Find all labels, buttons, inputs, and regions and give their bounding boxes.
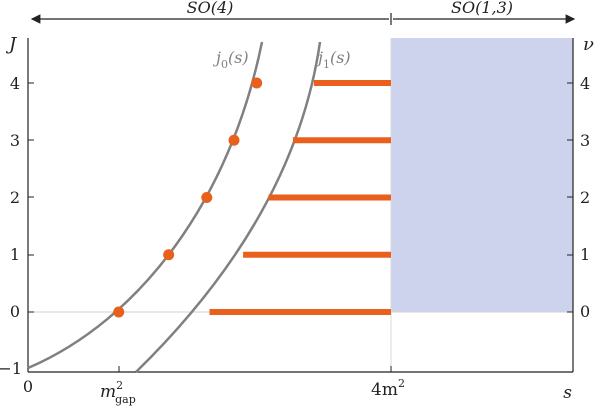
tick-label-2: 2 bbox=[10, 188, 20, 207]
x-tick-4m2: 4m2 bbox=[371, 377, 405, 400]
spectrum-dot-J4 bbox=[251, 77, 263, 89]
right-tick-label-2: 2 bbox=[580, 188, 590, 207]
right-tick-label-4: 4 bbox=[580, 74, 590, 93]
right-ticks bbox=[567, 82, 573, 313]
tick-label-4: 4 bbox=[10, 74, 20, 93]
left-ticks bbox=[28, 82, 34, 313]
tick-label-3: 3 bbox=[10, 131, 20, 150]
j0-label: j0(s) bbox=[213, 48, 249, 71]
spectrum-dots bbox=[113, 77, 263, 318]
spectrum-bars bbox=[209, 80, 391, 315]
shaded-continuum-region bbox=[391, 38, 573, 312]
left-tick-labels: 4 3 2 1 0 −1 bbox=[0, 74, 22, 378]
spectrum-dot-J2 bbox=[201, 192, 213, 203]
x-ticks bbox=[118, 366, 392, 372]
j1-curve bbox=[135, 41, 322, 373]
spectrum-dot-J1 bbox=[163, 249, 175, 261]
j1-label: j1(s) bbox=[315, 48, 351, 71]
so4-label: SO(4) bbox=[187, 0, 234, 17]
nu-axis-label: ν bbox=[583, 34, 594, 55]
tick-label-1: 1 bbox=[10, 245, 20, 264]
so13-label: SO(1,3) bbox=[451, 0, 513, 17]
j-axis-label: J bbox=[5, 34, 18, 55]
spectrum-dot-J0 bbox=[113, 306, 125, 318]
x-tick-zero: 0 bbox=[23, 377, 33, 396]
x-tick-mgap: m2 gap bbox=[100, 379, 136, 406]
right-tick-label-0: 0 bbox=[580, 302, 590, 321]
tick-label-minus1: −1 bbox=[0, 359, 22, 378]
right-tick-label-1: 1 bbox=[580, 245, 590, 264]
s-axis-label: s bbox=[563, 383, 572, 403]
right-tick-labels: 4 3 2 1 0 bbox=[580, 74, 590, 321]
spectrum-dot-J3 bbox=[228, 134, 240, 146]
tick-label-0: 0 bbox=[10, 302, 20, 321]
right-tick-label-3: 3 bbox=[580, 131, 590, 150]
j0-curve bbox=[27, 41, 264, 370]
